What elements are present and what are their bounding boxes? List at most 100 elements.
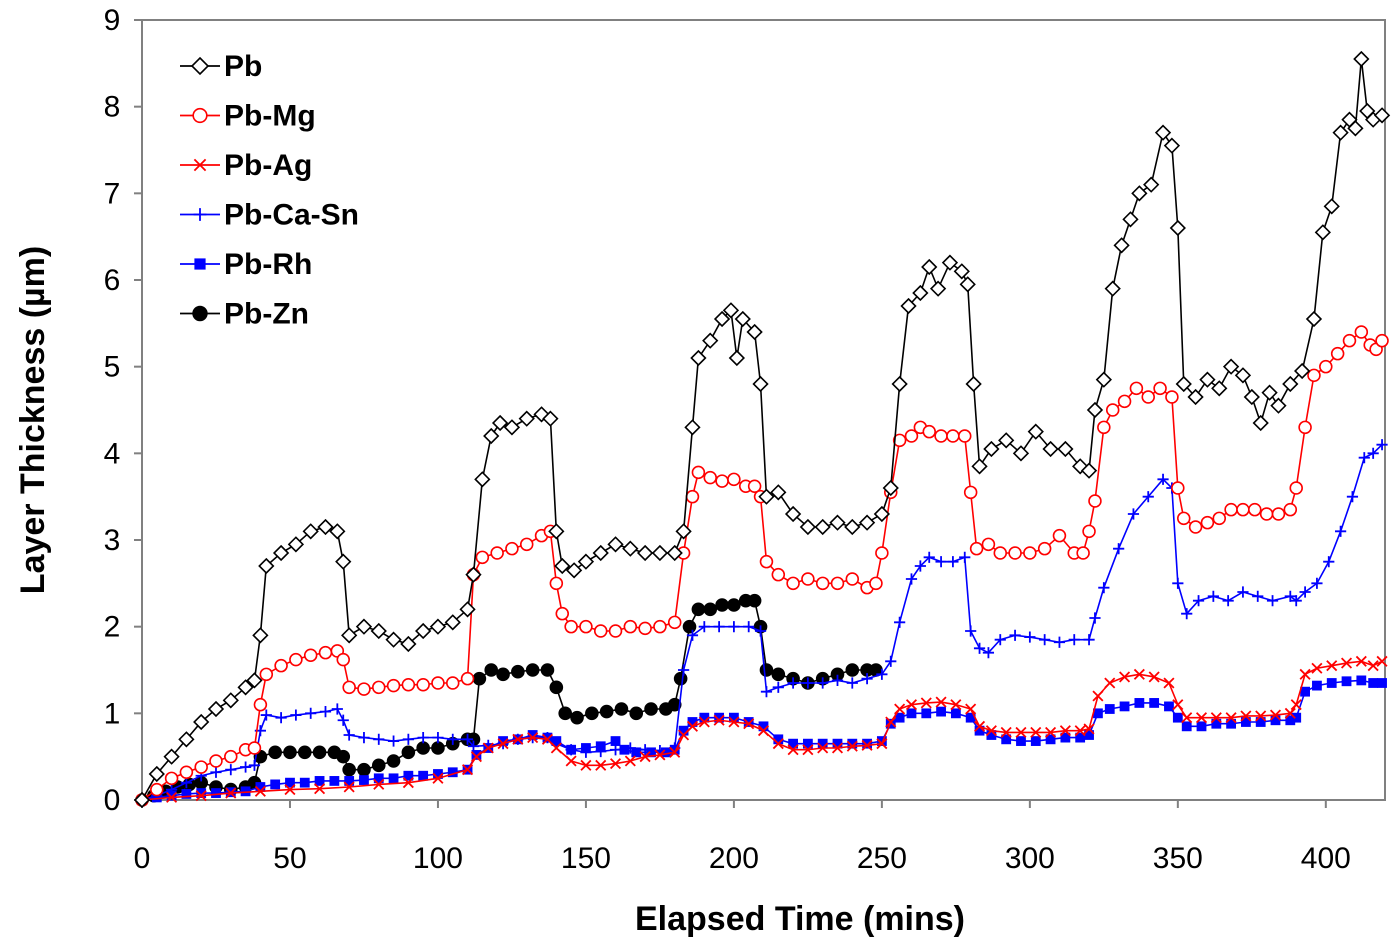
data-point-pb-zn: [682, 619, 697, 634]
data-point-pb-ca-sn: [1222, 595, 1234, 607]
x-tick-label: 250: [857, 842, 907, 875]
data-point-pb-ca-sn: [698, 621, 710, 633]
legend-marker: [193, 158, 207, 172]
data-point-pb-rh: [403, 770, 414, 781]
data-point-pb-mg: [727, 472, 741, 487]
data-point-pb-ca-sn: [1290, 595, 1302, 607]
data-point-pb-ca-sn: [1323, 556, 1335, 568]
data-point-pb-rh: [240, 786, 251, 797]
x-tick-label: 350: [1153, 842, 1203, 875]
data-point-pb: [998, 432, 1015, 449]
data-point-pb-ag: [1000, 726, 1012, 738]
data-point-pb-ca-sn: [965, 625, 977, 637]
data-point-pb-rh: [610, 736, 621, 746]
y-tick-label: 4: [104, 437, 121, 470]
data-point-pb: [1234, 367, 1252, 384]
data-point-pb-rh: [344, 776, 355, 786]
data-point-pb-mg: [946, 429, 960, 443]
legend-label: Pb-Mg: [224, 100, 316, 133]
data-point-pb-ag: [541, 733, 553, 745]
data-point-pb: [921, 258, 938, 276]
data-point-pb-ca-sn: [728, 621, 740, 633]
data-point-pb: [965, 375, 982, 393]
data-point-pb: [1095, 371, 1112, 388]
data-point-pb-rh: [1291, 712, 1302, 723]
data-point-pb-mg: [1236, 502, 1250, 517]
data-point-pb-ca-sn: [417, 732, 429, 744]
data-point-pb: [1042, 440, 1059, 458]
data-point-pb: [503, 419, 521, 436]
data-point-pb-zn: [644, 702, 658, 716]
data-point-pb-rh: [359, 775, 369, 785]
series-layer: [133, 50, 1391, 809]
data-point-pb-rh: [1368, 678, 1379, 688]
data-point-pb: [491, 414, 509, 432]
data-point-pb-ag: [1240, 710, 1252, 722]
data-point-pb-zn: [599, 704, 614, 719]
data-point-pb-ag: [373, 778, 385, 790]
data-point-pb-ag: [728, 716, 740, 728]
data-point-pb: [465, 566, 482, 583]
data-point-pb-zn: [585, 706, 599, 721]
data-point-pb: [873, 505, 891, 523]
data-point-pb: [1270, 397, 1287, 414]
data-point-pb-rh: [619, 744, 630, 755]
data-point-pb-mg: [830, 576, 845, 591]
data-point-pb-ag: [1172, 699, 1184, 711]
data-point-pb-mg: [247, 741, 262, 755]
data-point-pb-rh: [758, 721, 769, 732]
data-point-pb-ca-sn: [1237, 586, 1249, 598]
data-point-pb-mg: [623, 619, 638, 634]
data-point-pb-mg: [303, 648, 318, 663]
data-point-pb: [252, 627, 269, 644]
data-point-pb-mg: [1188, 520, 1203, 534]
data-point-pb-mg: [194, 760, 208, 774]
x-tick-label: 400: [1301, 842, 1351, 875]
data-point-pb: [722, 302, 740, 319]
data-point-pb-mg: [1259, 507, 1274, 521]
data-point-pb-rh: [802, 738, 813, 749]
data-point-pb-ca-sn: [686, 629, 699, 641]
data-point-pb: [1012, 445, 1030, 462]
data-point-pb: [1057, 440, 1074, 458]
data-point-pb-ag: [432, 772, 444, 784]
data-point-pb-mg: [564, 619, 578, 634]
data-point-pb-ag: [861, 739, 873, 751]
data-point-pb-rh: [714, 712, 725, 723]
data-point-pb-mg: [431, 676, 445, 690]
data-point-pb-ca-sn: [923, 551, 935, 563]
data-point-pb-rh: [299, 777, 310, 788]
data-point-pb: [554, 557, 571, 575]
data-point-pb-ca-sn: [677, 664, 690, 676]
data-point-pb-zn: [336, 749, 351, 764]
data-point-pb-rh: [285, 777, 295, 788]
data-point-pb: [1282, 375, 1299, 393]
data-point-pb-ca-sn: [331, 703, 343, 715]
data-point-pb-mg: [786, 576, 800, 591]
data-point-pb-ag: [195, 790, 207, 802]
data-point-pb: [148, 765, 165, 783]
data-point-pb-zn: [715, 598, 729, 612]
data-point-pb-ag: [565, 755, 577, 767]
legend-label: Pb: [224, 50, 262, 83]
data-point-pb-rh: [388, 773, 399, 784]
data-point-pb-mg: [715, 474, 729, 488]
data-point-pb-rh: [847, 738, 858, 749]
data-point-pb-ca-sn: [225, 764, 237, 776]
data-point-pb-zn: [283, 745, 297, 760]
data-point-pb-ca-sn: [743, 621, 755, 633]
data-point-pb: [690, 349, 707, 367]
data-point-pb-ca-sn: [343, 729, 355, 741]
data-point-pb-mg: [336, 652, 350, 667]
legend-marker: [193, 208, 207, 221]
data-point-pb-ag: [787, 744, 799, 756]
data-point-pb: [1086, 401, 1104, 419]
data-point-pb: [734, 310, 751, 328]
data-point-pb-ca-sn: [1157, 473, 1169, 485]
legend-marker: [192, 305, 208, 322]
data-point-pb: [193, 713, 210, 731]
y-tick-label: 1: [104, 697, 121, 730]
data-point-pb-ag: [1299, 668, 1311, 680]
data-point-pb-rh: [974, 725, 985, 736]
plot-border: [141, 19, 1386, 801]
